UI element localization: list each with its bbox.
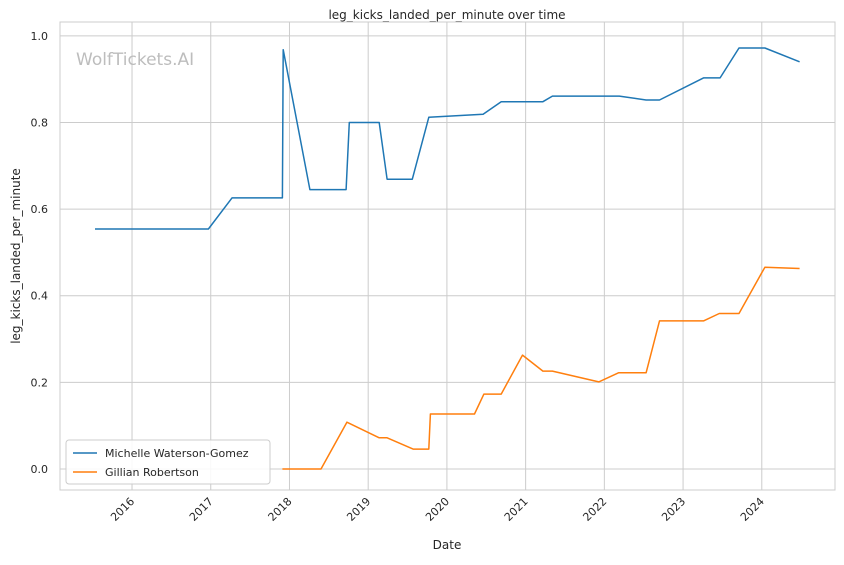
y-tick-label: 0.8 [31,116,49,129]
x-tick-label: 2016 [108,495,137,524]
x-tick-label: 2023 [659,495,688,524]
y-tick-label: 0.6 [31,203,49,216]
grid [60,22,835,490]
series-line-1 [282,266,800,470]
legend-label-0: Michelle Waterson-Gomez [105,447,249,460]
x-tick-label: 2021 [502,495,531,524]
series-lines [95,47,800,470]
series-line-0 [95,47,800,230]
y-tick-labels: 0.0 0.2 0.4 0.6 0.8 1.0 [31,30,49,476]
chart-title: leg_kicks_landed_per_minute over time [328,8,565,22]
legend-box [65,439,271,485]
watermark: WolfTickets.AI [76,50,194,70]
y-tick-label: 0.0 [31,463,49,476]
x-tick-label: 2017 [187,495,216,524]
y-tick-label: 0.2 [31,376,49,389]
y-tick-label: 0.4 [31,290,49,303]
y-axis-label: leg_kicks_landed_per_minute [9,168,23,344]
x-tick-label: 2022 [580,495,609,524]
legend: Michelle Waterson-Gomez Gillian Robertso… [65,439,271,485]
x-axis-label: Date [433,538,462,552]
x-tick-label: 2018 [266,495,295,524]
plot-area [59,21,836,491]
legend-label-1: Gillian Robertson [105,466,199,479]
x-tick-label: 2020 [423,495,452,524]
x-tick-label: 2019 [344,495,373,524]
y-tick-label: 1.0 [31,30,49,43]
x-tick-labels: 2016 2017 2018 2019 2020 2021 2022 2023 2024 [108,495,767,524]
x-tick-label: 2024 [738,495,767,524]
